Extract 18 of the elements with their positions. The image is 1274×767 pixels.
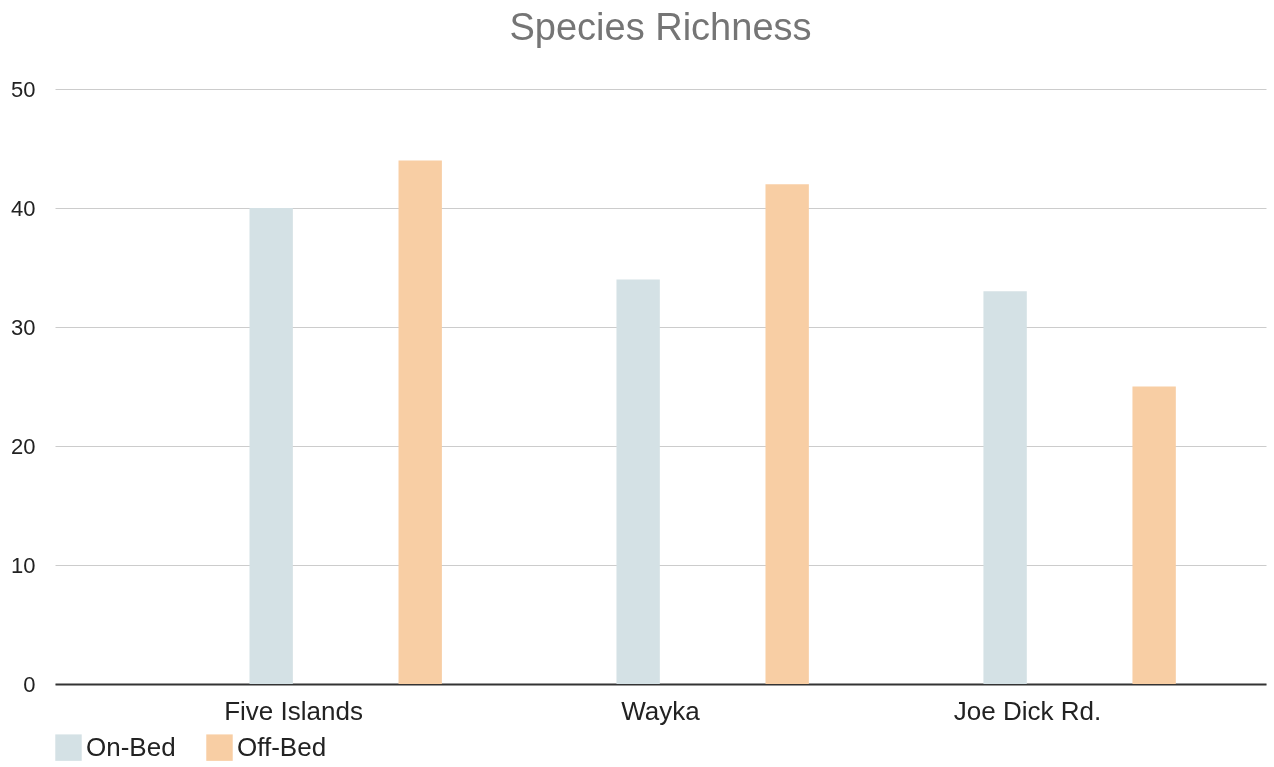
bar [616,279,660,684]
chart-title: Species Richness [509,6,812,48]
legend-label: On-Bed [86,731,176,762]
bar [1132,386,1176,684]
y-tick-label: 10 [11,552,36,578]
x-tick-label: Joe Dick Rd. [953,695,1102,726]
legend-label: Off-Bed [237,731,327,762]
y-tick-label: 20 [11,433,36,459]
y-tick-label: 30 [11,314,36,340]
y-tick-label: 40 [11,195,36,221]
x-tick-label: Five Islands [224,695,363,726]
x-tick-label: Wayka [621,695,701,726]
bar [249,208,293,684]
y-tick-label: 0 [23,671,36,697]
y-tick-label: 50 [11,76,36,102]
bar [983,291,1027,684]
bar [398,160,442,684]
bar [765,184,809,684]
